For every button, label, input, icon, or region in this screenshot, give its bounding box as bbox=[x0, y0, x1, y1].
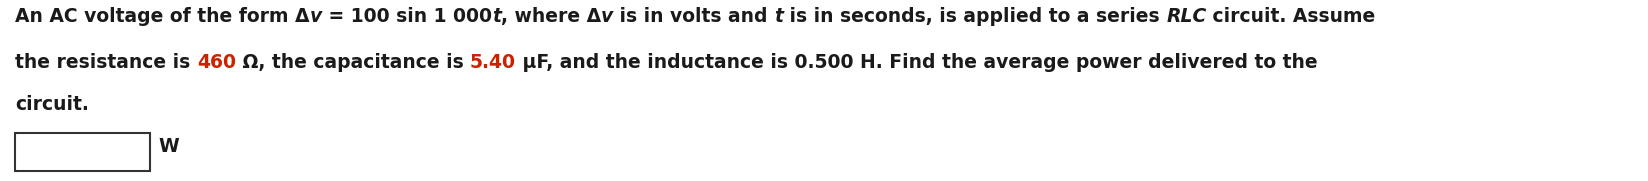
Text: 460: 460 bbox=[196, 53, 236, 72]
Text: circuit.: circuit. bbox=[15, 95, 89, 114]
Text: t: t bbox=[775, 7, 783, 26]
Text: v: v bbox=[310, 7, 321, 26]
Text: 5.40: 5.40 bbox=[470, 53, 516, 72]
Text: is in volts and: is in volts and bbox=[613, 7, 775, 26]
Text: t: t bbox=[491, 7, 501, 26]
Text: , where Δ: , where Δ bbox=[501, 7, 602, 26]
Text: An AC voltage of the form Δ: An AC voltage of the form Δ bbox=[15, 7, 310, 26]
Text: the resistance is: the resistance is bbox=[15, 53, 196, 72]
Text: is in seconds, is applied to a series: is in seconds, is applied to a series bbox=[783, 7, 1167, 26]
Text: RLC: RLC bbox=[1167, 7, 1206, 26]
Text: W: W bbox=[158, 137, 178, 156]
Text: Ω, the capacitance is: Ω, the capacitance is bbox=[236, 53, 470, 72]
Text: circuit. Assume: circuit. Assume bbox=[1206, 7, 1376, 26]
Text: v: v bbox=[602, 7, 613, 26]
Text: μF, and the inductance is 0.500 H. Find the average power delivered to the: μF, and the inductance is 0.500 H. Find … bbox=[516, 53, 1318, 72]
Text: = 100 sin 1 000: = 100 sin 1 000 bbox=[321, 7, 491, 26]
